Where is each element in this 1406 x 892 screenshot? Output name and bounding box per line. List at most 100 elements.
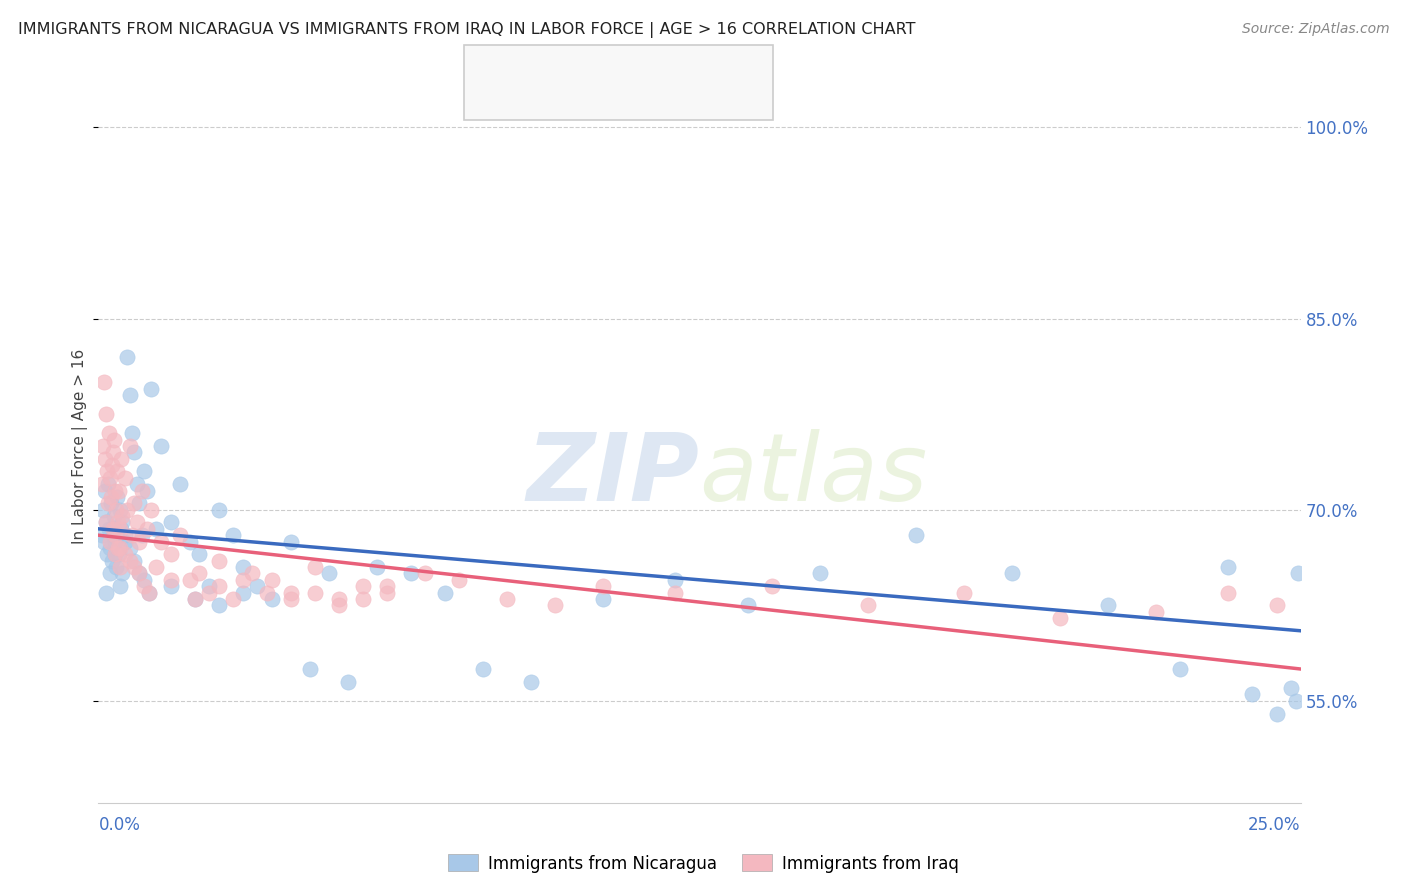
Point: [256, 585, 278, 599]
Point: [103, 509, 125, 524]
Point: [260, 573, 283, 587]
Point: [232, 560, 254, 574]
Point: [108, 541, 131, 555]
Point: [138, 585, 160, 599]
Point: [1265, 706, 1288, 721]
Point: [104, 483, 127, 498]
Point: [100, 566, 122, 581]
Text: IMMIGRANTS FROM NICARAGUA VS IMMIGRANTS FROM IRAQ IN LABOR FORCE | AGE > 16 CORR: IMMIGRANTS FROM NICARAGUA VS IMMIGRANTS …: [18, 22, 915, 38]
Point: [110, 522, 132, 536]
Point: [280, 585, 302, 599]
Text: -0.311: -0.311: [572, 91, 630, 109]
Point: [159, 573, 181, 587]
Point: [135, 522, 157, 536]
Point: [98, 426, 121, 441]
Point: [280, 534, 302, 549]
Point: [101, 445, 124, 459]
Point: [198, 585, 221, 599]
Point: [118, 554, 141, 568]
Point: [125, 516, 148, 530]
Point: [124, 560, 146, 574]
Point: [433, 585, 456, 599]
Point: [179, 573, 201, 587]
Point: [159, 516, 181, 530]
Point: [352, 591, 374, 606]
Point: [1241, 688, 1264, 702]
Point: [121, 528, 143, 542]
Point: [105, 490, 128, 504]
Point: [125, 477, 148, 491]
Point: [117, 350, 139, 364]
Point: [91, 477, 114, 491]
Point: [100, 534, 122, 549]
Point: [131, 483, 153, 498]
Point: [114, 534, 136, 549]
Point: [93, 534, 115, 549]
Point: [447, 573, 470, 587]
Point: [94, 451, 117, 466]
Point: [96, 465, 118, 479]
Point: [399, 566, 422, 581]
Point: [298, 662, 321, 676]
Point: [100, 490, 122, 504]
Point: [118, 439, 141, 453]
Point: [188, 566, 211, 581]
Point: [98, 541, 121, 555]
Point: [222, 528, 245, 542]
Point: [105, 465, 128, 479]
Point: [208, 502, 231, 516]
Point: [149, 534, 172, 549]
Point: [93, 376, 115, 390]
Point: [124, 496, 146, 510]
Text: N =: N =: [665, 56, 704, 74]
Point: [1049, 611, 1071, 625]
Text: Source: ZipAtlas.com: Source: ZipAtlas.com: [1241, 22, 1389, 37]
Point: [366, 560, 388, 574]
Point: [110, 566, 132, 581]
Point: [208, 599, 231, 613]
Point: [104, 547, 127, 561]
Point: [107, 547, 129, 561]
Point: [141, 502, 163, 516]
Point: [117, 502, 139, 516]
Point: [94, 585, 117, 599]
Point: [352, 579, 374, 593]
Point: [118, 541, 141, 555]
Point: [592, 579, 614, 593]
Y-axis label: In Labor Force | Age > 16: In Labor Force | Age > 16: [72, 349, 89, 543]
Point: [544, 599, 567, 613]
Point: [121, 426, 143, 441]
Point: [111, 509, 134, 524]
Point: [808, 566, 831, 581]
Point: [104, 534, 127, 549]
Point: [1097, 599, 1119, 613]
Point: [664, 573, 686, 587]
Point: [94, 516, 117, 530]
Text: R =: R =: [523, 56, 562, 74]
Text: R =: R =: [523, 91, 562, 109]
Point: [1285, 694, 1308, 708]
Point: [149, 439, 172, 453]
Point: [103, 433, 125, 447]
Point: [159, 547, 181, 561]
Point: [664, 585, 686, 599]
Legend: Immigrants from Nicaragua, Immigrants from Iraq: Immigrants from Nicaragua, Immigrants fr…: [441, 847, 965, 880]
Point: [953, 585, 976, 599]
Point: [856, 599, 879, 613]
Point: [222, 591, 245, 606]
Point: [1170, 662, 1192, 676]
Point: [179, 534, 201, 549]
Point: [520, 674, 543, 689]
Point: [96, 547, 118, 561]
Point: [337, 674, 360, 689]
Point: [240, 566, 263, 581]
Point: [124, 445, 146, 459]
Point: [1218, 585, 1240, 599]
Point: [128, 566, 150, 581]
Point: [132, 579, 155, 593]
Text: atlas: atlas: [700, 429, 928, 520]
Point: [107, 516, 129, 530]
Point: [94, 407, 117, 421]
Point: [472, 662, 495, 676]
Point: [496, 591, 519, 606]
